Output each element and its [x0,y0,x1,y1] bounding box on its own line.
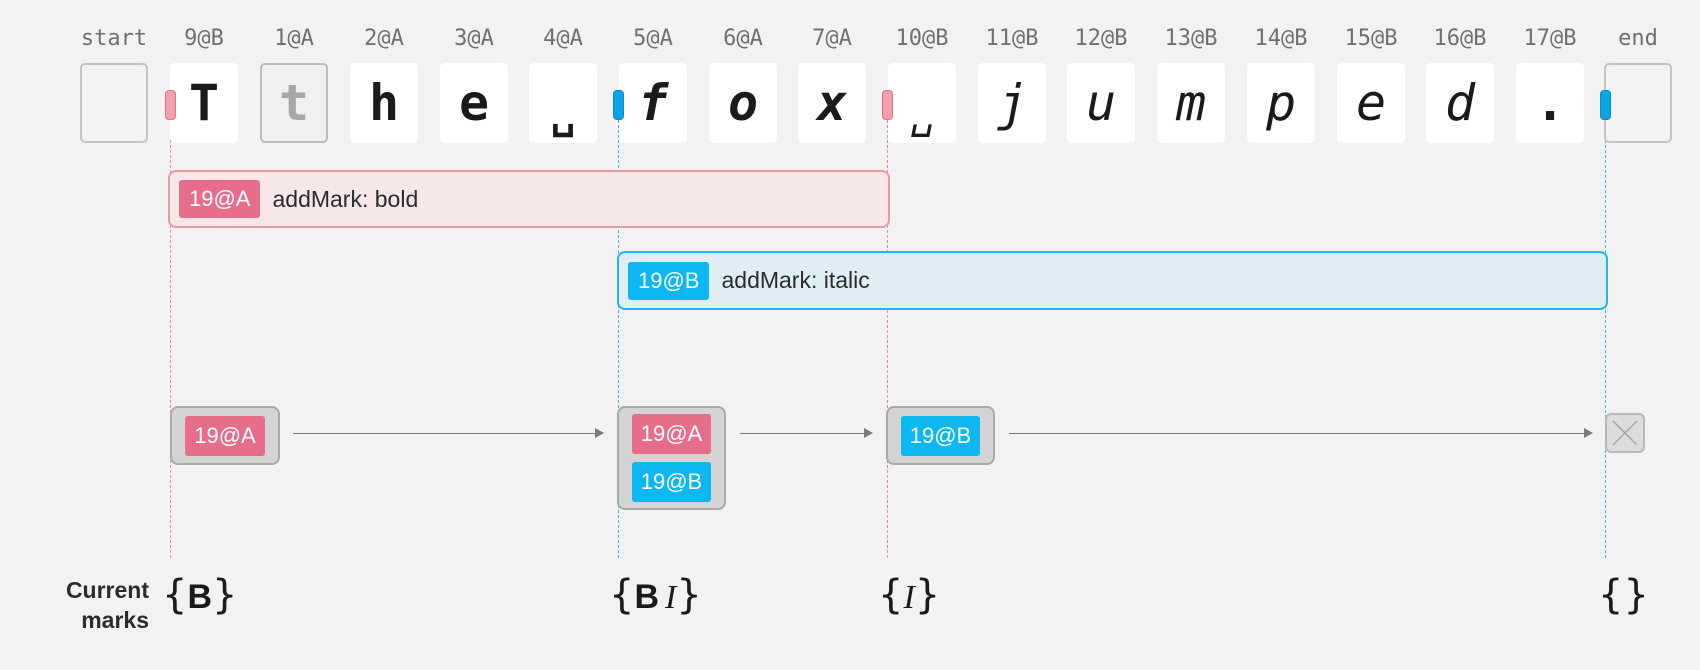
header-label: 5@A [633,26,673,51]
bold-op-tag: 19@A [631,414,712,454]
header-label: 16@B [1433,26,1487,51]
header-label: 1@A [274,26,314,51]
header-label: 3@A [454,26,494,51]
bold-start-line [170,120,171,558]
char-cell: ␣ [529,63,597,143]
transition-arrow [1009,428,1593,438]
header-label: 9@B [184,26,224,51]
bold-op-tag: 19@A [179,180,261,218]
header-label: 4@A [543,26,583,51]
char-cell: T [170,63,238,143]
italic-start-anchor [613,90,624,120]
char-cell: e [440,63,508,143]
character-sequence: T t h e ␣ f o x ␣ j u m p e d . [0,63,1700,145]
char-cell: u [1067,63,1135,143]
transition-arrow [293,428,604,438]
deleted-char-cell: t [260,63,328,143]
end-boundary [1604,63,1672,143]
empty-mark-state-box [1605,413,1645,453]
current-marks-set: {} [1598,572,1649,618]
bold-span-label: addMark: bold [272,185,419,212]
bold-start-anchor [165,90,176,120]
start-boundary [80,63,148,143]
header-label: 17@B [1523,26,1577,51]
char-cell: d [1426,63,1494,143]
header-label: 7@A [812,26,852,51]
char-cell: h [350,63,418,143]
char-cell: j [978,63,1046,143]
close-icon [1612,420,1638,446]
header-label: start [80,26,148,51]
char-cell: ␣ [888,63,956,143]
header-label: end [1618,26,1658,51]
bold-end-line [887,120,888,558]
italic-op-tag: 19@B [631,462,712,502]
header-label: 14@B [1254,26,1308,51]
bold-span-bar: 19@A addMark: bold [168,170,890,228]
char-cell: f [619,63,687,143]
header-label: 13@B [1164,26,1218,51]
char-cell: e [1337,63,1405,143]
italic-op-tag: 19@B [628,261,710,300]
bold-op-tag: 19@A [185,415,265,456]
char-cell: p [1247,63,1315,143]
char-cell: . [1516,63,1584,143]
header-label: 10@B [895,26,949,51]
header-label: 6@A [723,26,763,51]
italic-span-label: addMark: italic [721,267,870,293]
current-marks-set: {I} [878,572,941,618]
italic-span-bar: 19@B addMark: italic [617,251,1608,310]
italic-end-line [1605,120,1606,558]
header-label: 15@B [1344,26,1398,51]
italic-start-line [618,120,619,558]
mark-state-box: 19@A 19@B [617,406,726,510]
current-marks-label: Current marks [65,577,149,633]
header-label: 11@B [985,26,1039,51]
mark-state-box: 19@A [170,406,280,465]
current-marks-set: {B I} [609,572,702,618]
header-label: 12@B [1074,26,1128,51]
mark-state-box: 19@B [886,406,995,465]
char-cell: m [1157,63,1225,143]
op-id-header: start 9@B 1@A 2@A 3@A 4@A 5@A 6@A 7@A 10… [0,26,1700,56]
italic-op-tag: 19@B [900,415,981,456]
current-marks-set: {B} [162,572,238,618]
char-cell: o [709,63,777,143]
bold-end-anchor [882,90,893,120]
header-label: 2@A [364,26,404,51]
italic-end-anchor [1600,90,1611,120]
char-cell: x [798,63,866,143]
transition-arrow [740,428,873,438]
